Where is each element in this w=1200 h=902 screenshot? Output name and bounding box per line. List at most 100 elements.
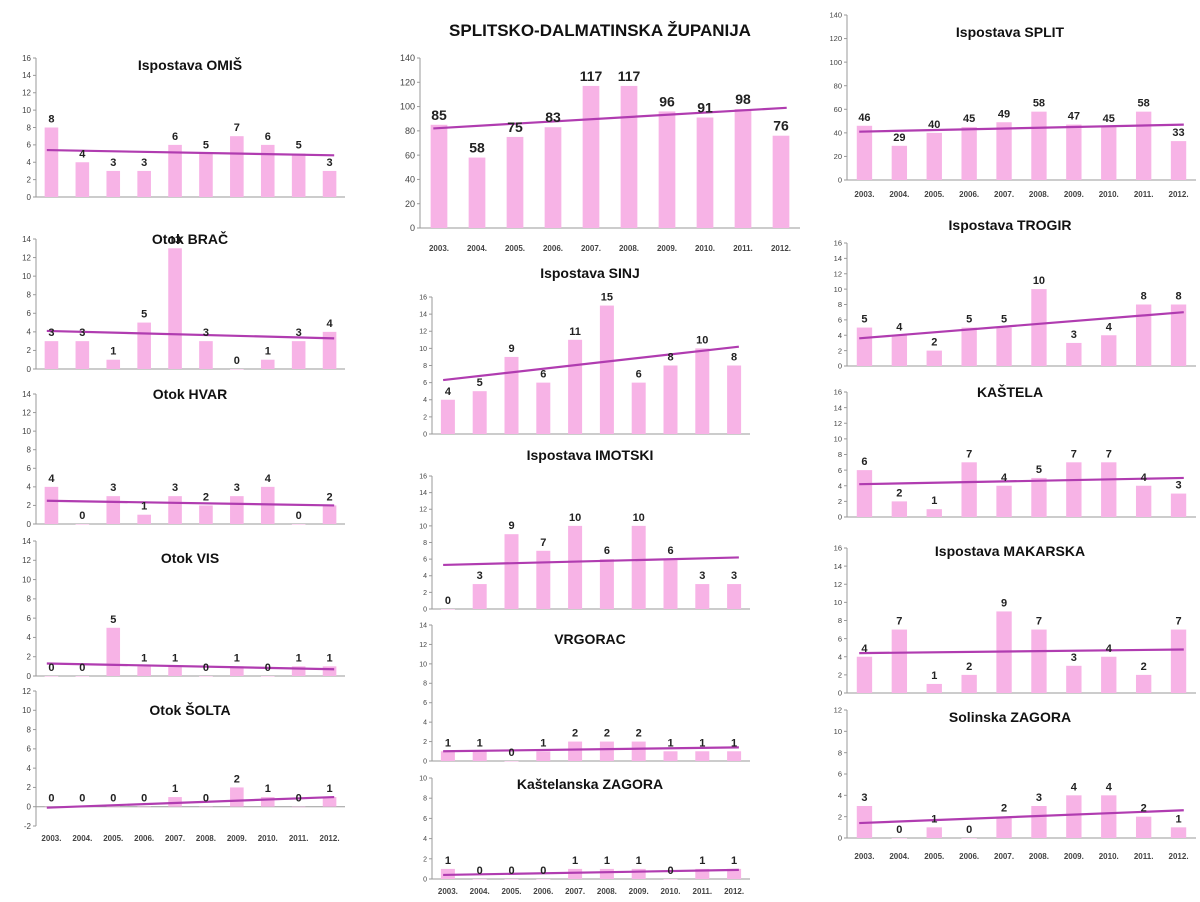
bar xyxy=(504,356,519,434)
data-label: 2 xyxy=(931,337,937,349)
x-tick-label: 2009. xyxy=(629,887,649,896)
y-tick-label: 12 xyxy=(834,269,842,278)
bar xyxy=(1031,289,1047,366)
y-tick-label: 10 xyxy=(22,706,31,715)
y-tick-label: 16 xyxy=(419,294,427,301)
x-tick-label: 2008. xyxy=(1029,852,1049,861)
bar xyxy=(260,144,275,197)
data-label: 49 xyxy=(998,108,1010,120)
y-tick-label: 8 xyxy=(27,291,32,300)
bar xyxy=(504,761,519,762)
bar xyxy=(291,341,306,369)
y-tick-label: 6 xyxy=(27,745,32,754)
x-tick-label: 2003. xyxy=(41,834,61,843)
data-label: 85 xyxy=(431,107,447,123)
data-label: 1 xyxy=(445,737,451,749)
data-label: 8 xyxy=(667,352,673,364)
data-label: 10 xyxy=(696,334,708,346)
data-label: 1 xyxy=(265,783,271,795)
data-label: 96 xyxy=(659,93,675,109)
bar xyxy=(322,505,337,524)
y-tick-label: 4 xyxy=(423,720,427,727)
data-label: 0 xyxy=(477,865,483,877)
x-tick-label: 2009. xyxy=(657,244,677,253)
y-tick-label: 16 xyxy=(419,473,427,480)
bar xyxy=(260,676,275,677)
bar xyxy=(1170,493,1187,517)
y-tick-label: 140 xyxy=(400,53,415,63)
y-tick-label: 8 xyxy=(27,446,32,455)
bar xyxy=(599,741,614,761)
bar xyxy=(472,584,487,609)
data-label: 3 xyxy=(172,482,178,494)
y-tick-label: 6 xyxy=(423,700,427,707)
x-tick-label: 2008. xyxy=(1029,190,1049,199)
data-label: 2 xyxy=(1141,803,1147,815)
bar xyxy=(106,627,121,676)
bar xyxy=(199,676,213,677)
bar xyxy=(996,485,1012,517)
data-label: 3 xyxy=(731,570,737,582)
bar xyxy=(536,382,551,434)
data-label: 3 xyxy=(296,327,302,339)
y-tick-label: 4 xyxy=(423,397,427,404)
y-tick-label: 12 xyxy=(419,507,427,514)
chart-title: SPLITSKO-DALMATINSKA ŽUPANIJA xyxy=(449,21,751,40)
y-tick-label: 6 xyxy=(27,464,32,473)
data-label: 47 xyxy=(1068,111,1080,123)
y-tick-label: 120 xyxy=(829,34,842,43)
data-label: 1 xyxy=(931,813,937,825)
bar xyxy=(631,868,646,879)
bar xyxy=(1135,816,1152,838)
y-tick-label: 8 xyxy=(838,748,842,757)
data-label: 4 xyxy=(1106,321,1113,333)
y-tick-label: 4 xyxy=(27,158,32,167)
y-tick-label: 6 xyxy=(838,770,842,779)
data-label: 4 xyxy=(1106,643,1113,655)
bar xyxy=(1101,335,1117,366)
x-tick-label: 2005. xyxy=(505,244,525,253)
bar xyxy=(663,751,678,761)
x-tick-label: 2007. xyxy=(994,190,1014,199)
bar xyxy=(961,838,977,839)
chart-imotski: 0 2 4 6 8 10 12 14 16 0 3 9 7 10 6 10 6 3 3 Ispostava IMOTS… xyxy=(419,447,750,613)
x-tick-label: 2009. xyxy=(1064,190,1084,199)
data-label: 3 xyxy=(48,327,54,339)
x-tick-label: 2008. xyxy=(196,834,216,843)
y-tick-label: 0 xyxy=(838,176,842,185)
data-label: 45 xyxy=(1103,113,1115,125)
x-tick-label: 2005. xyxy=(924,190,944,199)
data-label: 1 xyxy=(604,855,610,867)
x-tick-label: 2012. xyxy=(724,887,744,896)
x-tick-label: 2010. xyxy=(1099,190,1119,199)
data-label: 3 xyxy=(141,157,147,169)
bar xyxy=(291,153,306,197)
y-tick-label: 8 xyxy=(838,616,842,625)
chart-title: Ispostava SPLIT xyxy=(956,24,1065,40)
x-tick-label: 2003. xyxy=(854,190,874,199)
data-label: 117 xyxy=(580,68,603,84)
data-label: 0 xyxy=(234,355,240,367)
bar xyxy=(322,170,337,197)
y-tick-label: 16 xyxy=(834,544,842,553)
trend-line xyxy=(46,795,335,809)
data-label: 5 xyxy=(296,140,302,152)
chart-title: Ispostava IMOTSKI xyxy=(527,447,654,463)
bar xyxy=(199,806,213,808)
bar xyxy=(1066,124,1082,180)
bar xyxy=(856,327,873,366)
y-tick-label: 4 xyxy=(27,633,32,642)
bar xyxy=(1135,304,1152,366)
trend-line xyxy=(46,499,335,507)
data-label: 1 xyxy=(731,855,737,867)
data-label: 0 xyxy=(296,793,302,805)
bar xyxy=(75,162,90,197)
bar xyxy=(199,341,213,369)
bar xyxy=(75,341,90,369)
data-label: 2 xyxy=(572,728,578,740)
data-label: 7 xyxy=(896,616,902,628)
trend-line xyxy=(46,148,335,157)
data-label: 2 xyxy=(1001,803,1007,815)
y-tick-label: 40 xyxy=(405,175,415,185)
